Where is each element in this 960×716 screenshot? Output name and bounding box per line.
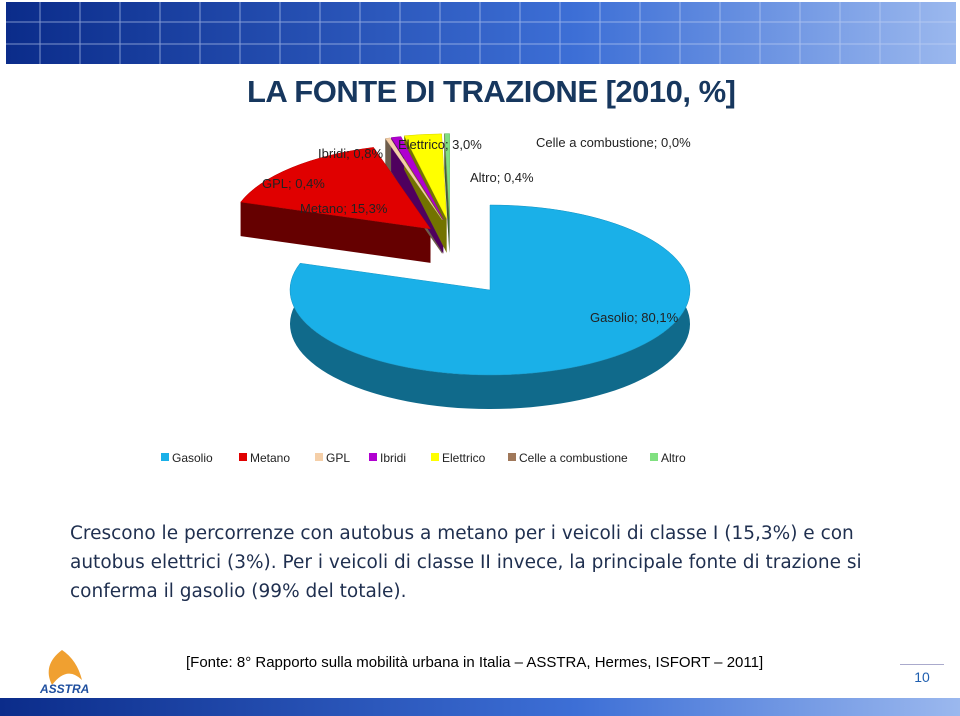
- legend-swatch: [239, 453, 247, 461]
- page-number: 10: [900, 664, 944, 685]
- legend-label: Altro: [661, 451, 686, 465]
- legend-label: Gasolio: [172, 451, 213, 465]
- banner-cells: [6, 2, 956, 64]
- legend-swatch: [431, 453, 439, 461]
- legend-label: Ibridi: [380, 451, 406, 465]
- slice-wall: [240, 202, 431, 263]
- data-label: Celle a combustione; 0,0%: [536, 135, 691, 150]
- pie-slice: [444, 133, 450, 219]
- legend-swatch: [315, 453, 323, 461]
- body-text: Crescono le percorrenze con autobus a me…: [70, 523, 862, 602]
- legend-swatch: [369, 453, 377, 461]
- legend-swatch: [508, 453, 516, 461]
- data-label: Ibridi; 0,8%: [318, 146, 383, 161]
- title: LA FONTE DI TRAZIONE [2010, %]: [247, 74, 736, 109]
- pie-slice: [390, 136, 444, 220]
- data-label: Altro; 0,4%: [470, 170, 534, 185]
- legend-label: Elettrico: [442, 451, 486, 465]
- source: [Fonte: 8° Rapporto sulla mobilità urban…: [186, 654, 764, 671]
- data-label: Gasolio; 80,1%: [590, 310, 679, 325]
- logo: ASSTRA: [40, 682, 90, 696]
- pie-slice: [403, 133, 447, 219]
- legend-label: Celle a combustione: [519, 451, 628, 465]
- slice-wall: [391, 137, 444, 254]
- footer-band: [0, 698, 960, 716]
- data-label: Elettrico; 3,0%: [398, 137, 482, 152]
- pie-slice: [384, 137, 443, 221]
- data-label: GPL; 0,4%: [262, 176, 325, 191]
- logo-mark: [48, 650, 82, 685]
- legend-label: GPL: [326, 451, 350, 465]
- pie-slice: [240, 147, 432, 230]
- legend-label: Metano: [250, 451, 290, 465]
- legend-swatch: [650, 453, 658, 461]
- legend-swatch: [161, 453, 169, 461]
- data-label: Metano; 15,3%: [300, 201, 388, 216]
- pie-slice: [289, 204, 691, 376]
